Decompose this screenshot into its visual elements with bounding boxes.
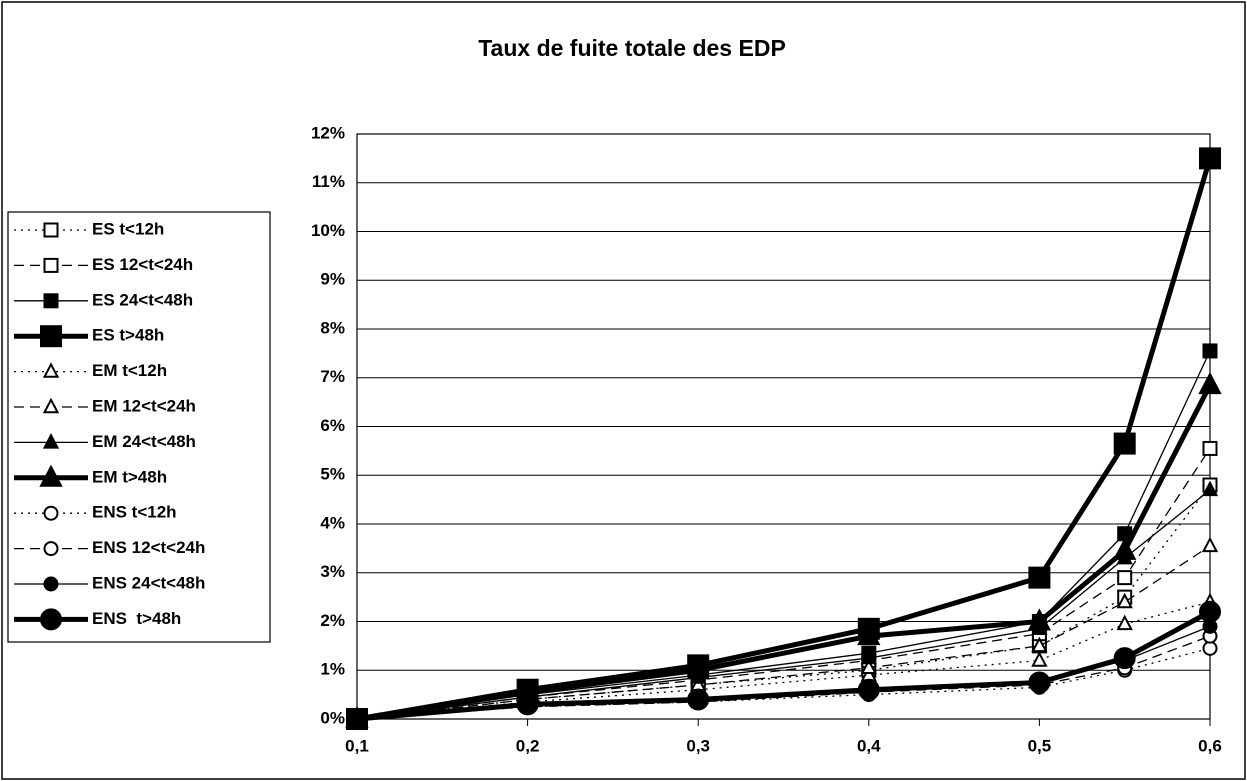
marker xyxy=(40,608,62,631)
legend-box xyxy=(7,211,271,643)
marker xyxy=(1117,570,1133,586)
marker xyxy=(1116,614,1133,631)
marker xyxy=(516,693,539,716)
marker xyxy=(42,433,60,449)
legend-label: ENS t<12h xyxy=(92,503,177,522)
marker xyxy=(1113,537,1137,560)
legend-label: ENS 12<t<24h xyxy=(92,538,205,557)
marker xyxy=(43,293,59,309)
x-tick-label: 0,1 xyxy=(345,736,369,755)
marker xyxy=(346,708,368,730)
legend-label: ENS 24<t<48h xyxy=(92,573,205,592)
marker xyxy=(1202,343,1218,359)
marker xyxy=(1198,371,1222,395)
marker xyxy=(1028,566,1051,589)
x-tick-label: 0,6 xyxy=(1198,736,1222,755)
y-tick-label: 9% xyxy=(320,270,345,289)
marker xyxy=(43,257,59,273)
marker xyxy=(39,464,63,487)
y-tick-label: 3% xyxy=(320,562,345,581)
marker xyxy=(857,678,880,701)
legend-label: ES t<12h xyxy=(92,219,164,238)
marker xyxy=(1028,671,1051,694)
marker xyxy=(860,648,877,665)
marker xyxy=(43,222,59,238)
x-tick-label: 0,2 xyxy=(516,736,540,755)
marker xyxy=(1199,147,1221,170)
legend-label: ES 24<t<48h xyxy=(92,290,193,309)
legend-label: EM 12<t<24h xyxy=(92,396,196,415)
y-tick-label: 7% xyxy=(320,367,345,386)
marker xyxy=(43,576,59,592)
marker xyxy=(43,505,59,521)
y-tick-label: 4% xyxy=(320,513,345,532)
marker xyxy=(42,362,60,378)
y-tick-label: 5% xyxy=(320,465,345,484)
marker xyxy=(1201,536,1219,553)
y-tick-label: 6% xyxy=(320,416,345,435)
marker xyxy=(40,325,62,348)
marker xyxy=(43,541,59,557)
marker xyxy=(1031,651,1048,667)
marker xyxy=(1199,600,1221,623)
marker xyxy=(1116,592,1133,609)
legend-label: EM 24<t<48h xyxy=(92,432,196,451)
legend-label: ES t>48h xyxy=(92,326,164,345)
marker xyxy=(1113,432,1136,455)
y-tick-label: 10% xyxy=(311,221,345,240)
x-tick-label: 0,3 xyxy=(686,736,710,755)
y-tick-label: 2% xyxy=(320,611,345,630)
marker xyxy=(1113,647,1136,670)
marker xyxy=(857,622,881,646)
marker xyxy=(687,688,710,711)
x-tick-label: 0,4 xyxy=(857,736,881,755)
plot-border xyxy=(356,133,1211,720)
marker xyxy=(1031,636,1048,653)
marker xyxy=(1202,640,1218,656)
marker xyxy=(860,658,877,675)
marker xyxy=(1027,608,1052,631)
chart-title: Taux de fuite totale des EDP xyxy=(478,35,786,61)
marker xyxy=(1202,440,1218,456)
y-tick-label: 12% xyxy=(311,123,345,142)
y-tick-label: 8% xyxy=(320,318,345,337)
legend-label: ENS t>48h xyxy=(92,609,181,628)
legend-label: ES 12<t<24h xyxy=(92,255,193,274)
x-tick-label: 0,5 xyxy=(1028,736,1052,755)
legend-label: EM t<12h xyxy=(92,361,167,380)
legend-label: EM t>48h xyxy=(92,467,167,486)
y-tick-label: 11% xyxy=(312,172,345,191)
y-tick-label: 0% xyxy=(320,708,345,727)
marker xyxy=(1201,480,1219,497)
marker xyxy=(686,657,710,680)
y-tick-label: 1% xyxy=(320,660,345,679)
marker xyxy=(42,397,60,414)
